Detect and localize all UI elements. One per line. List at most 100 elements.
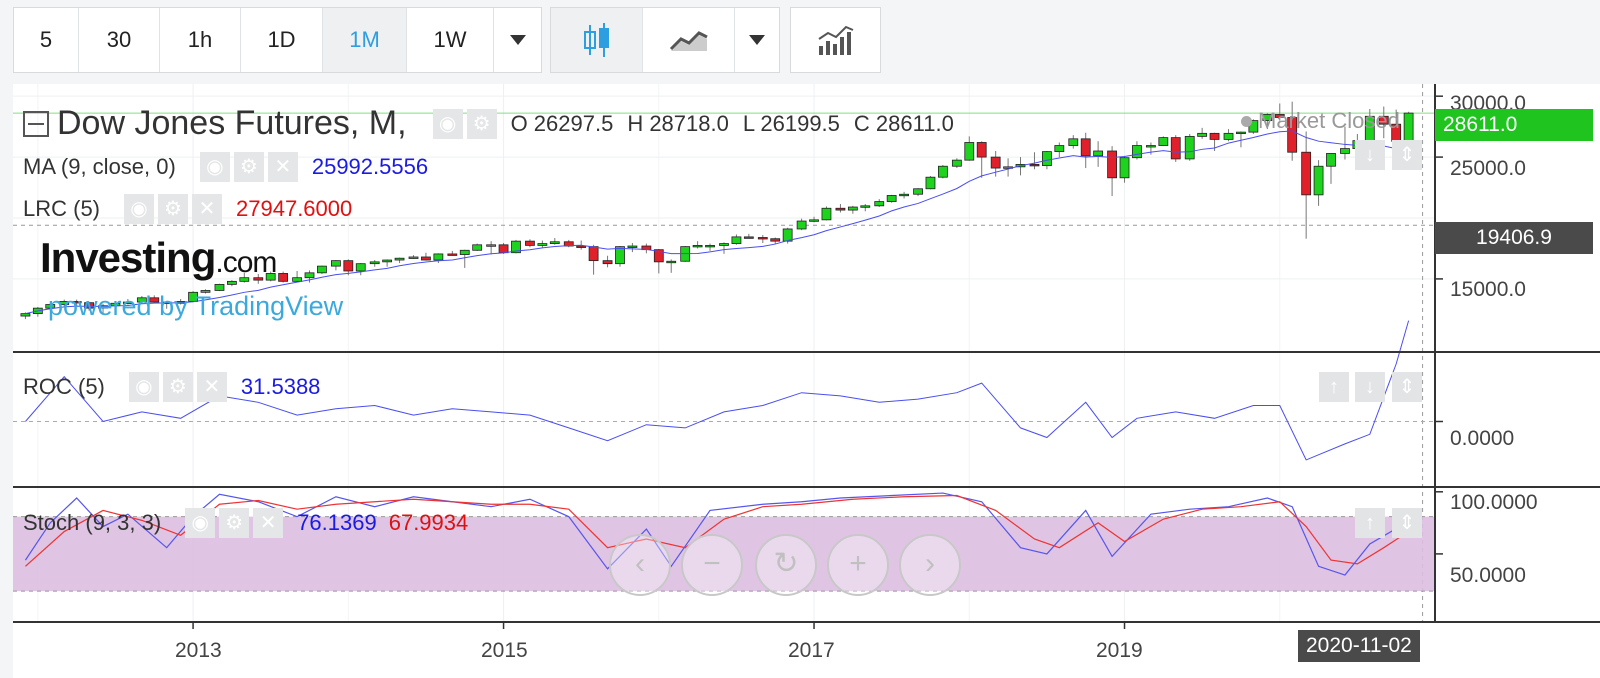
candle — [615, 246, 625, 267]
candle-body — [447, 253, 458, 256]
candle — [59, 299, 70, 307]
gear-icon[interactable]: ⚙ — [162, 372, 193, 402]
candle-body — [265, 273, 276, 281]
last-price-tag: 28611.0 — [1435, 109, 1593, 141]
pane-up-icon[interactable]: ↑ — [1319, 372, 1349, 402]
zoom-out-button[interactable]: − — [681, 534, 743, 596]
candle-body — [71, 301, 82, 304]
gear-icon[interactable]: ⚙ — [233, 152, 264, 182]
candle-body — [847, 206, 858, 211]
pane-maximize-icon[interactable]: ⇕ — [1392, 508, 1422, 538]
candle — [1236, 131, 1246, 148]
stoch-d-line — [25, 494, 1409, 567]
candle-body — [1287, 117, 1298, 153]
chart-area[interactable]: Dow Jones Futures, M, ◉ ⚙ O 26297.5 H 28… — [13, 84, 1600, 678]
visibility-icon[interactable]: ◉ — [432, 108, 463, 139]
pane-up-icon[interactable]: ↑ — [1355, 508, 1385, 538]
pane-maximize-icon[interactable]: ⇕ — [1392, 372, 1422, 402]
gear-icon[interactable]: ⚙ — [466, 108, 497, 139]
candle — [292, 270, 302, 282]
reset-chart-button[interactable]: ↻ — [755, 534, 817, 596]
close-icon[interactable]: ✕ — [196, 372, 227, 402]
scroll-left-button[interactable]: ‹ — [609, 534, 671, 596]
indicators-button[interactable] — [791, 8, 880, 72]
interval-1h-button[interactable]: 1h — [160, 8, 241, 72]
candle — [71, 299, 82, 306]
investing-logo: Investing.com — [40, 234, 277, 282]
candle — [1119, 155, 1130, 183]
candle-body — [1262, 114, 1273, 121]
candle-body — [692, 245, 703, 248]
status-dot-icon — [1241, 115, 1252, 127]
roc-value: 31.5388 — [240, 374, 321, 399]
candle — [627, 242, 638, 253]
interval-dropdown-button[interactable] — [494, 8, 541, 72]
visibility-icon[interactable]: ◉ — [128, 372, 159, 402]
candle-body — [782, 228, 793, 242]
toolbar: 5 30 1h 1D 1M 1W — [0, 0, 1600, 84]
candlestick-button[interactable] — [551, 8, 643, 72]
candle-body — [1068, 138, 1079, 146]
chart-type-dropdown-button[interactable] — [735, 8, 779, 72]
indicators-group — [790, 7, 881, 73]
ohlc-low: L 26199.5 — [742, 110, 840, 136]
candle-body — [886, 195, 897, 202]
visibility-icon[interactable]: ◉ — [185, 508, 216, 538]
candle — [382, 259, 393, 267]
close-icon[interactable]: ✕ — [267, 152, 298, 182]
visibility-icon[interactable]: ◉ — [124, 194, 155, 224]
candle-body — [913, 188, 923, 195]
indicators-icon — [817, 25, 853, 55]
candle — [265, 271, 276, 282]
candle-body — [990, 156, 1001, 169]
interval-1d-button[interactable]: 1D — [241, 8, 323, 72]
candle — [899, 191, 909, 199]
candle — [925, 175, 936, 190]
candle — [731, 234, 742, 245]
candle-body — [317, 265, 327, 274]
candle — [486, 241, 497, 255]
pane-maximize-icon[interactable]: ⇕ — [1392, 140, 1422, 170]
candle — [1326, 153, 1336, 184]
candle-body — [1132, 145, 1142, 159]
candle — [886, 194, 897, 203]
close-icon[interactable]: ✕ — [253, 508, 284, 538]
candle — [253, 274, 264, 284]
candle — [964, 136, 975, 161]
candle-body — [1146, 145, 1156, 148]
candle — [98, 303, 108, 315]
candle-body — [537, 243, 548, 246]
line-chart-button[interactable] — [643, 8, 735, 72]
candle-body — [1029, 164, 1040, 167]
powered-by-text: powered by TradingView — [48, 291, 344, 321]
visibility-icon[interactable]: ◉ — [199, 152, 230, 182]
interval-1m-button[interactable]: 1M — [323, 8, 407, 72]
zoom-in-button[interactable]: + — [827, 534, 889, 596]
close-icon[interactable]: ✕ — [192, 194, 223, 224]
candle — [1170, 135, 1181, 162]
pane-down-icon[interactable]: ↓ — [1355, 372, 1385, 402]
candle — [641, 243, 652, 254]
gear-icon[interactable]: ⚙ — [158, 194, 189, 224]
candle-body — [472, 244, 483, 251]
candle-body — [98, 305, 108, 309]
candle — [1313, 160, 1324, 206]
scale-down-icon[interactable]: ↓ — [1355, 140, 1385, 170]
candle — [1003, 158, 1013, 177]
candle — [200, 289, 211, 294]
interval-30-button[interactable]: 30 — [79, 8, 160, 72]
stoch-tick: 100.0000 — [1450, 491, 1538, 514]
interval-5-button[interactable]: 5 — [14, 8, 79, 72]
candle — [1378, 106, 1389, 139]
candle-body — [549, 241, 560, 244]
candle — [1093, 141, 1104, 167]
candle-body — [1119, 157, 1130, 179]
roc-label: ROC (5) — [23, 374, 105, 399]
candle — [1223, 129, 1234, 142]
candle — [666, 259, 677, 273]
gear-icon[interactable]: ⚙ — [219, 508, 250, 538]
candle — [1029, 152, 1040, 170]
interval-1w-button[interactable]: 1W — [407, 8, 494, 72]
scroll-right-button[interactable]: › — [899, 534, 961, 596]
collapse-icon[interactable] — [23, 110, 49, 137]
